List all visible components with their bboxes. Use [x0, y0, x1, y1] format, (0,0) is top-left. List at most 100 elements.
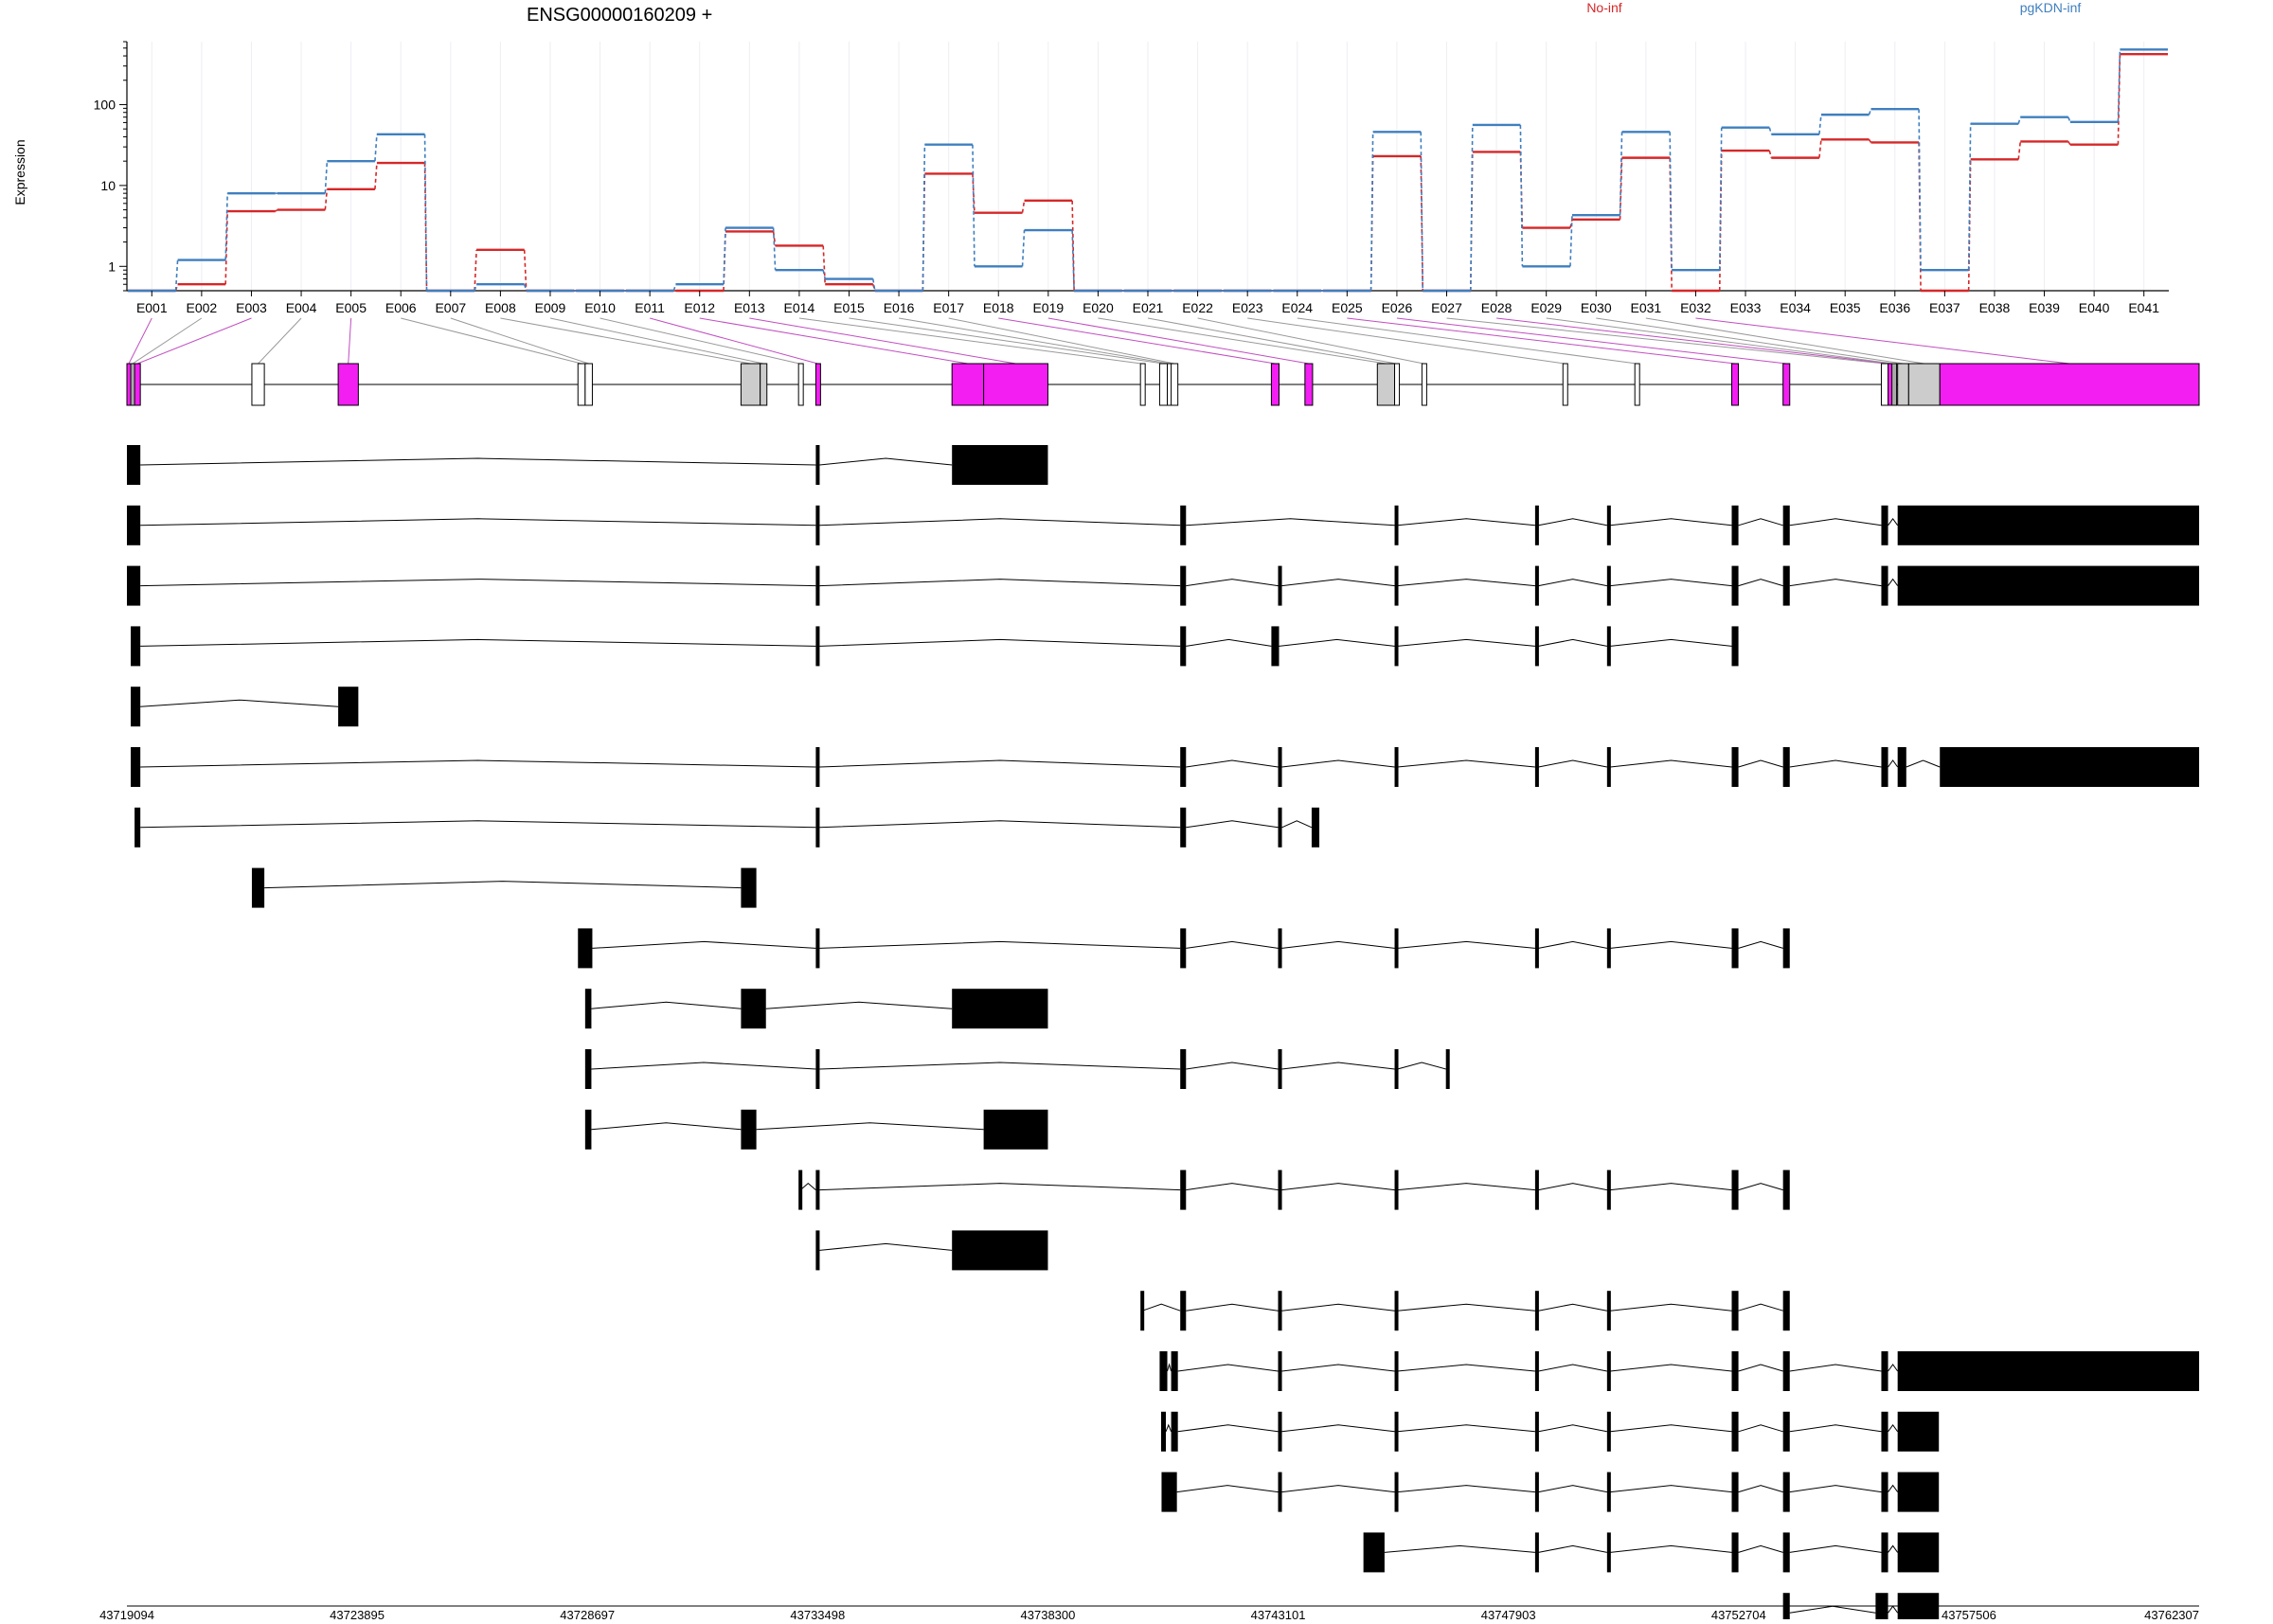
transcript-exon: [1394, 747, 1399, 787]
transcript-exon: [1606, 1169, 1611, 1210]
gene-exon-E022: [1421, 363, 1427, 406]
transcript-intron: [1397, 1303, 1535, 1312]
series-connector: [174, 259, 179, 292]
exon-connector: [948, 317, 1175, 365]
x-tick-label: E021: [1133, 300, 1164, 315]
transcript-exon: [1731, 626, 1739, 667]
genomic-tick-label: 43747903: [1481, 1608, 1536, 1619]
x-tick-label: E014: [784, 300, 815, 315]
x-tick-label: E008: [485, 300, 516, 315]
transcript-exon: [251, 867, 265, 908]
transcript-intron: [1281, 820, 1313, 829]
transcript-exon: [1881, 505, 1888, 545]
transcript-intron: [1538, 518, 1607, 526]
x-tick-label: E030: [1581, 300, 1612, 315]
transcript-exon: [1782, 1472, 1790, 1512]
transcript-intron: [1397, 1485, 1535, 1493]
transcript-intron: [1610, 1364, 1732, 1372]
transcript-intron: [1738, 1544, 1783, 1553]
transcript-exon: [1394, 1169, 1399, 1210]
transcript-exon: [1782, 1532, 1790, 1573]
transcript-intron: [819, 1183, 1181, 1191]
transcript-intron: [1789, 1424, 1882, 1433]
transcript-exon: [1180, 928, 1187, 969]
transcript-intron: [1738, 1485, 1783, 1493]
exon-connector: [136, 317, 252, 365]
exon-connector: [998, 317, 1276, 365]
x-tick-label: E028: [1481, 300, 1512, 315]
series-connector: [2017, 116, 2022, 124]
transcript-intron: [1538, 579, 1607, 587]
transcript-exon: [131, 747, 141, 787]
series-connector: [1519, 152, 1524, 228]
exon-connector: [898, 317, 1170, 365]
series-connector: [474, 249, 477, 292]
exon-connector: [1546, 317, 1894, 365]
transcript-intron: [1789, 1485, 1882, 1493]
transcript-14: [815, 1230, 1048, 1271]
transcript-exon: [1180, 1169, 1187, 1210]
transcript-exon: [1782, 1351, 1790, 1391]
legend-entry-1: No-inf: [1586, 0, 1621, 15]
transcript-exon: [584, 989, 592, 1029]
transcript-intron: [1281, 1485, 1395, 1493]
transcript-exon: [1881, 1532, 1888, 1573]
series-connector: [1569, 215, 1573, 267]
transcript-exon: [1171, 1351, 1178, 1391]
gene-exon-E010: [797, 363, 804, 406]
transcript-exon: [741, 867, 757, 908]
y-tick-label: 10: [100, 178, 116, 193]
transcript-exon: [1731, 1532, 1739, 1573]
exon-connector: [699, 317, 968, 365]
transcript-15: [1140, 1291, 1790, 1331]
transcript-18: [1161, 1472, 1940, 1512]
series-connector: [1369, 132, 1374, 292]
series-connector: [2117, 49, 2121, 122]
series-connector: [224, 211, 228, 285]
transcript-exon: [1363, 1532, 1385, 1573]
transcript-intron: [591, 1062, 816, 1070]
transcript-exon: [1897, 747, 1906, 787]
transcript-intron: [1738, 1303, 1783, 1312]
transcript-exon: [1161, 1472, 1177, 1512]
transcript-exon: [1606, 747, 1611, 787]
transcript-exon: [1278, 1169, 1282, 1210]
transcript-exon: [1394, 505, 1399, 545]
transcript-intron: [756, 1122, 984, 1131]
transcript-exon: [1875, 1593, 1888, 1624]
gene-exon-E018: [1270, 363, 1280, 406]
x-tick-label: E018: [983, 300, 1014, 315]
gene-exon-E023: [1562, 363, 1568, 406]
transcript-intron: [1610, 1424, 1732, 1433]
transcript-19: [1363, 1532, 1940, 1573]
transcript-intron: [1281, 1364, 1395, 1372]
transcript-intron: [1789, 759, 1882, 768]
chart-title: ENSG00000160209 +: [527, 5, 712, 26]
gene-exon-E030: [1897, 363, 1909, 406]
transcript-intron: [592, 940, 816, 949]
series-connector: [1619, 132, 1623, 216]
transcript-exon: [1278, 928, 1282, 969]
transcript-exon: [1731, 1351, 1739, 1391]
transcript-intron: [1888, 1605, 1899, 1614]
transcript-intron: [1538, 759, 1607, 768]
transcript-2: [127, 505, 2199, 545]
series-connector: [2067, 140, 2071, 146]
transcript-exon: [1782, 1411, 1790, 1452]
x-tick-label: E031: [1631, 300, 1662, 315]
transcript-exon: [127, 445, 141, 485]
transcript-intron: [1281, 1062, 1395, 1070]
transcript-intron: [1186, 1183, 1279, 1191]
x-tick-label: E023: [1232, 300, 1263, 315]
transcript-exon: [1278, 747, 1282, 787]
series-connector: [1021, 200, 1026, 213]
transcript-exon: [1881, 1351, 1888, 1391]
transcript-exon: [1606, 565, 1611, 606]
transcript-intron: [1888, 1484, 1899, 1492]
exon-connector: [500, 317, 751, 365]
transcript-intron: [819, 759, 1181, 768]
transcript-exon: [1394, 1411, 1399, 1452]
transcript-intron: [1397, 940, 1535, 949]
transcript-intron: [591, 1001, 742, 1009]
y-tick-label: 1: [108, 259, 116, 274]
